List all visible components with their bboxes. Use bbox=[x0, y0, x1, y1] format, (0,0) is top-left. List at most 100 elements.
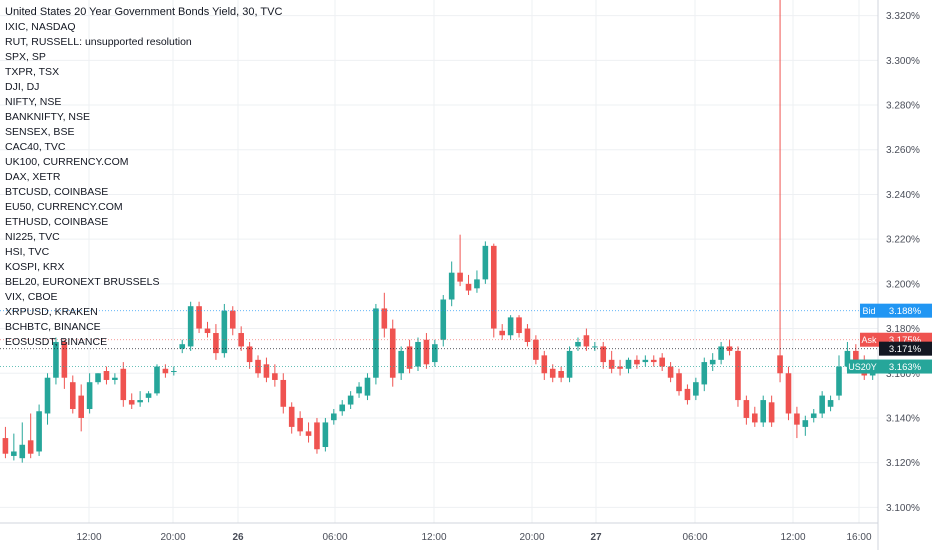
candle bbox=[558, 366, 564, 383]
y-tick-label: 3.140% bbox=[886, 413, 920, 424]
candle bbox=[566, 346, 573, 383]
candle bbox=[448, 261, 455, 307]
candle bbox=[465, 274, 472, 296]
candle bbox=[339, 400, 346, 416]
overlay-symbol[interactable]: SPX, SP bbox=[5, 51, 46, 63]
overlay-symbol[interactable]: TXPR, TSX bbox=[5, 66, 60, 78]
x-tick-label: 06:00 bbox=[322, 532, 347, 543]
candle bbox=[524, 324, 531, 347]
x-tick-label: 12:00 bbox=[76, 532, 101, 543]
candle-body bbox=[785, 373, 792, 414]
overlay-symbol[interactable]: DAX, XETR bbox=[5, 171, 61, 183]
chart-title[interactable]: United States 20 Year Government Bonds Y… bbox=[5, 6, 283, 18]
candle bbox=[297, 411, 303, 436]
candle bbox=[381, 292, 388, 338]
x-tick-label: 16:00 bbox=[846, 532, 871, 543]
overlay-symbol[interactable]: VIX, CBOE bbox=[5, 291, 58, 303]
price-lines-layer bbox=[0, 310, 878, 367]
candle-body bbox=[667, 366, 674, 378]
overlay-symbol[interactable]: BTCUSD, COINBASE bbox=[5, 186, 109, 198]
y-tick-label: 3.160% bbox=[886, 369, 920, 380]
candle bbox=[44, 373, 51, 425]
overlay-symbol[interactable]: DJI, DJ bbox=[5, 81, 40, 93]
x-tick-label: 27 bbox=[590, 532, 602, 543]
candle bbox=[187, 301, 194, 351]
overlay-symbol[interactable]: SENSEX, BSE bbox=[5, 126, 75, 138]
candle bbox=[78, 384, 84, 432]
candle-body bbox=[743, 400, 750, 418]
candle bbox=[238, 326, 244, 351]
candle bbox=[423, 333, 430, 369]
candle bbox=[128, 393, 135, 410]
candle-body bbox=[575, 341, 581, 347]
overlay-symbol[interactable]: UK100, CURRENCY.COM bbox=[5, 156, 129, 168]
overlay-symbol[interactable]: ETHUSD, COINBASE bbox=[5, 216, 109, 228]
candle-body bbox=[11, 451, 17, 456]
candle-body bbox=[600, 346, 607, 363]
candle bbox=[549, 364, 556, 383]
candle-body bbox=[213, 333, 219, 354]
candle-body bbox=[120, 368, 127, 401]
candle bbox=[827, 395, 834, 412]
candle bbox=[810, 409, 817, 423]
candle-body bbox=[794, 413, 800, 425]
candle bbox=[322, 417, 329, 452]
candle-body bbox=[735, 350, 741, 401]
candle bbox=[836, 355, 842, 401]
candle-body bbox=[836, 366, 842, 396]
candle bbox=[507, 315, 514, 340]
candle bbox=[541, 350, 548, 380]
candle-body bbox=[406, 346, 413, 369]
candle bbox=[617, 359, 623, 376]
price-label-name: US20Y bbox=[848, 362, 877, 372]
candle bbox=[718, 341, 724, 365]
candle bbox=[179, 339, 186, 354]
overlay-symbol[interactable]: HSI, TVC bbox=[5, 246, 50, 258]
overlay-symbol[interactable]: EOSUSDT, BINANCE bbox=[5, 336, 108, 348]
candle-body bbox=[229, 310, 236, 329]
candle bbox=[482, 241, 489, 284]
x-tick-label: 12:00 bbox=[421, 532, 446, 543]
candle-body bbox=[128, 400, 135, 405]
candle-body bbox=[356, 386, 362, 394]
overlay-symbol[interactable]: NI225, TVC bbox=[5, 231, 60, 243]
candle-body bbox=[760, 400, 767, 423]
candle bbox=[684, 384, 691, 405]
candle bbox=[120, 362, 127, 407]
overlay-symbol[interactable]: XRPUSD, KRAKEN bbox=[5, 306, 98, 318]
candle bbox=[785, 366, 792, 421]
candle bbox=[701, 357, 708, 392]
candle bbox=[752, 406, 758, 427]
candle-body bbox=[541, 355, 548, 374]
candle-body bbox=[398, 350, 404, 374]
candle-body bbox=[305, 431, 312, 436]
price-label-value: 3.188% bbox=[889, 306, 922, 317]
candle bbox=[743, 395, 750, 425]
candle-body bbox=[53, 341, 59, 378]
overlay-symbol[interactable]: IXIC, NASDAQ bbox=[5, 21, 76, 33]
overlay-symbol[interactable]: KOSPI, KRX bbox=[5, 261, 65, 273]
candle bbox=[196, 301, 202, 334]
candle-body bbox=[162, 368, 169, 374]
overlay-symbol[interactable]: NIFTY, NSE bbox=[5, 96, 62, 108]
overlay-symbol[interactable]: CAC40, TVC bbox=[5, 141, 66, 153]
candle-body bbox=[137, 400, 143, 403]
candle bbox=[314, 417, 320, 454]
overlay-symbol[interactable]: EU50, CURRENCY.COM bbox=[5, 201, 123, 213]
candle-body bbox=[187, 306, 194, 347]
candle bbox=[154, 364, 160, 396]
overlay-symbol[interactable]: BANKNIFTY, NSE bbox=[5, 111, 90, 123]
y-tick-label: 3.300% bbox=[886, 56, 920, 67]
overlay-symbol[interactable]: BEL20, EURONEXT BRUSSELS bbox=[5, 276, 160, 288]
candle bbox=[229, 306, 236, 336]
candle-body bbox=[331, 413, 337, 421]
overlay-symbol[interactable]: BCHBTC, BINANCE bbox=[5, 321, 101, 333]
overlay-symbol-list: IXIC, NASDAQ RUT, RUSSELL: unsupported re… bbox=[5, 20, 282, 350]
candle bbox=[474, 270, 480, 293]
candle-body bbox=[238, 333, 244, 347]
candle-body bbox=[423, 339, 430, 365]
overlay-symbol[interactable]: RUT, RUSSELL: unsupported resolution bbox=[5, 36, 192, 48]
candle-body bbox=[86, 382, 93, 410]
candle-body bbox=[642, 359, 649, 363]
